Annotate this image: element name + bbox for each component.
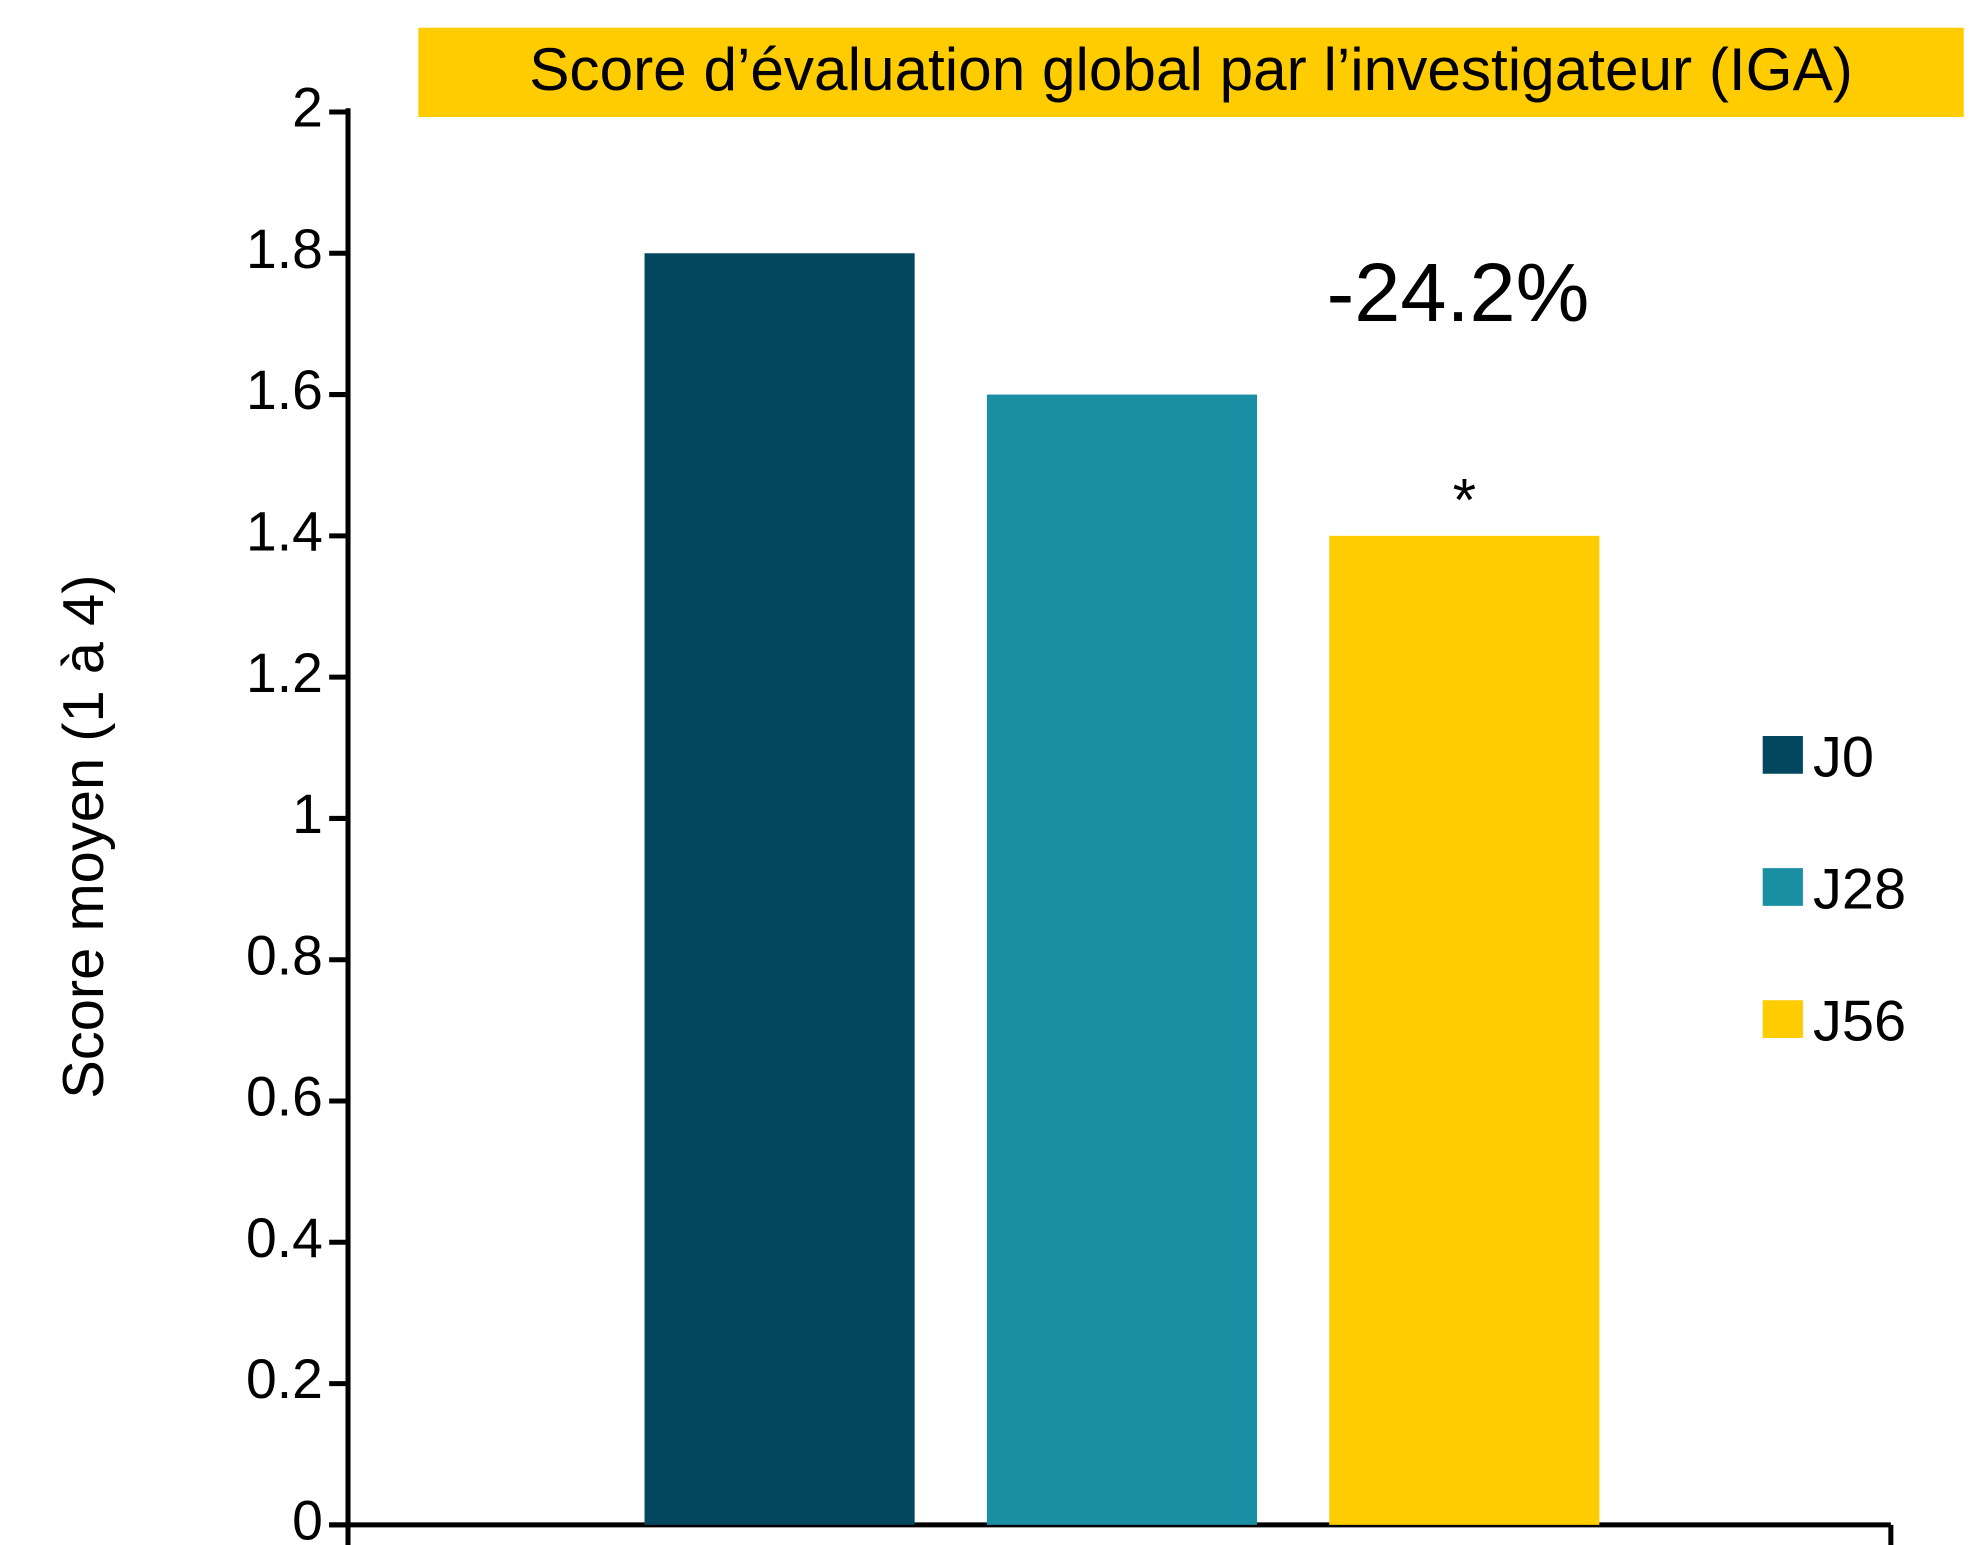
legend-swatch: [1762, 736, 1803, 774]
y-tick-label: 1.8: [246, 218, 323, 280]
y-tick-label: 0: [292, 1489, 323, 1545]
legend-swatch: [1762, 1000, 1803, 1038]
y-tick-label: 0.8: [246, 924, 323, 986]
legend-label: J0: [1813, 725, 1874, 789]
annotation: *: [1453, 465, 1476, 533]
y-tick-label: 0.2: [246, 1348, 323, 1410]
legend-label: J28: [1813, 858, 1906, 922]
annotation: -24.2%: [1327, 246, 1590, 339]
y-tick-label: 0.6: [246, 1066, 323, 1128]
y-tick-label: 1: [292, 783, 323, 845]
y-axis-label: Score moyen (1 à 4): [52, 575, 116, 1099]
title-background: [418, 27, 1964, 118]
bar: [1329, 535, 1600, 1525]
y-tick-label: 0.4: [246, 1207, 323, 1269]
bar: [986, 394, 1258, 1525]
y-tick-label: 1.2: [246, 642, 323, 704]
y-tick-label: 2: [292, 77, 323, 139]
bar: [644, 253, 915, 1525]
chart-title: Score d’évaluation global par l’investig…: [529, 35, 1853, 103]
legend-swatch: [1762, 868, 1803, 906]
y-tick-label: 1.6: [246, 359, 323, 421]
y-tick-label: 1.4: [246, 500, 323, 562]
legend-label: J56: [1813, 990, 1906, 1054]
